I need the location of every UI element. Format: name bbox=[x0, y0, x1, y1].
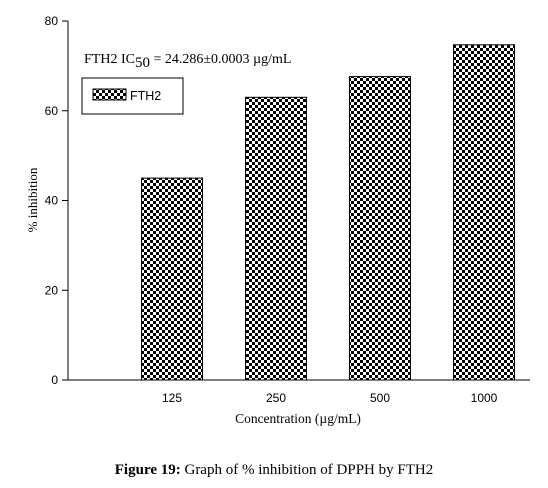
y-tick-label-0: 0 bbox=[51, 373, 58, 387]
bar-250 bbox=[245, 96, 307, 381]
ic50-prefix: FTH2 IC bbox=[84, 52, 135, 67]
y-tick-label-40: 40 bbox=[45, 194, 59, 208]
x-tick-label-125: 125 bbox=[162, 391, 182, 405]
ic50-subscript: 50 bbox=[135, 55, 150, 71]
y-tick-label-20: 20 bbox=[45, 283, 59, 297]
legend-swatch bbox=[92, 88, 127, 101]
x-tick-label-250: 250 bbox=[266, 391, 286, 405]
y-tick-label-60: 60 bbox=[45, 104, 59, 118]
bar-125 bbox=[141, 177, 203, 381]
bar-chart: 0 20 40 60 80 125 250 500 1000 % inhibition Con… bbox=[25, 14, 530, 426]
ic50-annotation: FTH2 IC50 = 24.286±0.0003 µg/mL bbox=[84, 52, 291, 71]
figure-label: Figure 19: bbox=[114, 462, 181, 478]
legend-box bbox=[81, 77, 184, 115]
x-axis-label: Concentration (µg/mL) bbox=[235, 411, 361, 426]
bar-1000 bbox=[453, 44, 515, 381]
x-tick-label-1000: 1000 bbox=[471, 391, 498, 405]
bar-500 bbox=[349, 76, 411, 381]
legend: FTH2 bbox=[81, 77, 184, 115]
x-tick-label-500: 500 bbox=[370, 391, 390, 405]
y-tick-label-80: 80 bbox=[45, 14, 59, 28]
y-axis-label: % inhibition bbox=[25, 167, 40, 232]
legend-label: FTH2 bbox=[130, 89, 161, 103]
figure-caption-text: Graph of % inhibition of DPPH by FTH2 bbox=[180, 462, 434, 478]
ic50-value: = 24.286±0.0003 µg/mL bbox=[150, 52, 291, 67]
figure-caption: Figure 19: Graph of % inhibition of DPPH… bbox=[0, 462, 548, 479]
